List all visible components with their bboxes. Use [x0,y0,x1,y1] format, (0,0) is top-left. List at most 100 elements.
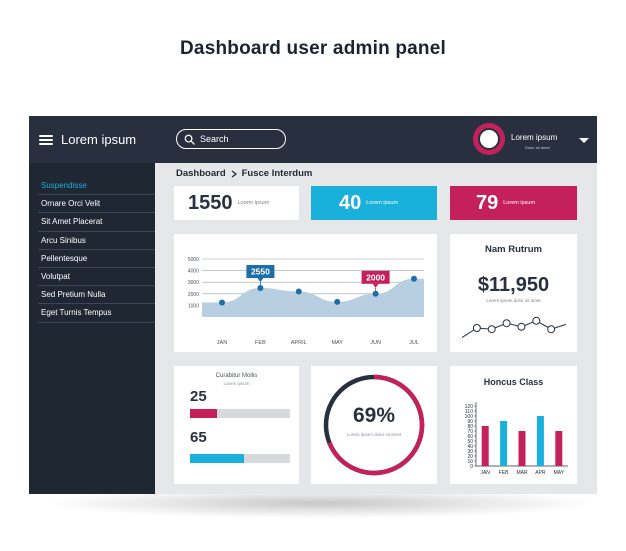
x-tick-label: FEB [499,470,509,476]
x-tick-label: APRIL [291,340,307,346]
sparkline-point [517,322,526,331]
area-chart-card: 1000 2000 3000 4000 5000 JAN FEB APRIL MAY JUN JUL… [174,234,437,352]
y-tick-label: 1000 [188,303,199,309]
y-tick-label: 0 [470,464,473,470]
bar-chart-title: Honcus Class [483,377,544,387]
sparkline-chart [461,316,567,339]
dashboard-window: Lorem ipsum Search Lorem ipsum Dolor sit… [29,116,597,494]
sidebar-item[interactable]: Pellentesque [38,250,155,268]
brand: Lorem ipsum [29,116,155,163]
data-point[interactable] [411,275,417,282]
stat-card-2[interactable]: 40 Lorem ipsum [311,186,437,220]
callout-label: 2000 [366,272,385,282]
breadcrumb-root[interactable]: Dashboard [176,168,226,179]
stat-card-3[interactable]: 79 Lorem ipsum [450,186,577,220]
revenue-title: Nam Rutrum [484,244,542,255]
area-series [202,278,424,317]
sidebar-item[interactable]: Arcu Sinibus [38,232,155,250]
x-tick-label: JUN [370,340,381,346]
bar[interactable] [500,421,508,466]
callout-box [246,265,275,278]
stat-value: 40 [339,191,362,214]
user-menu[interactable]: Lorem ipsum Dolor sit amet [473,123,593,157]
sparkline-point [532,316,541,325]
data-point[interactable] [257,285,264,291]
progress-title: Curabitur Mollis [215,373,258,379]
callout-pointer [257,278,264,282]
callout-label: 2550 [251,267,270,277]
sidebar-item[interactable]: Eget Turnis Tempus [38,304,155,323]
donut-arc [327,374,425,476]
search-icon [184,134,195,145]
y-tick-label: 100 [465,414,474,420]
user-name: Lorem ipsum [511,133,558,142]
y-tick-label: 10 [467,459,473,465]
y-tick-label: 3000 [188,280,199,286]
stat-value: 79 [476,191,499,214]
y-tick-label: 30 [467,449,473,455]
search-input[interactable]: Search [176,129,286,149]
data-point[interactable] [334,298,341,305]
sidebar-item[interactable]: Sit Amet Placerat [38,213,155,232]
progress-value-1: 25 [190,388,207,405]
data-point[interactable] [295,288,302,295]
y-tick-label: 20 [467,454,473,460]
sidebar: Suspendisse Ornare Orci Velit Sit Amet Pla… [29,163,155,494]
progress-subtitle: Lorem ipsum [223,381,250,386]
x-tick-label: JAN [217,340,227,346]
y-tick-label: 60 [467,434,473,440]
bar[interactable] [555,431,563,466]
revenue-card: Nam Rutrum $11,950 Lorem ipsum dolor sit… [450,234,577,352]
y-tick-label: 120 [465,404,474,410]
donut-chart [323,374,425,476]
data-point[interactable] [219,299,225,306]
progress-card: Curabitur Mollis Lorem ipsum 25 65 [174,366,299,484]
sidebar-item[interactable]: Suspendisse [38,177,155,196]
hamburger-icon[interactable] [39,134,53,145]
x-tick-label: MAR [516,470,528,476]
bar[interactable] [518,431,526,466]
breadcrumb: Dashboard Fusce Interdum [176,168,312,179]
y-tick-label: 2000 [188,292,199,298]
caret-down-icon[interactable] [579,138,589,143]
revenue-subtitle: Lorem ipsum dolor sit amet [486,298,541,303]
donut-subtitle: Lorem ipsum dolor sit amet [346,432,402,437]
search-placeholder: Search [200,134,229,144]
x-tick-label: APR [535,470,546,476]
x-tick-label: JAN [480,470,490,476]
data-point[interactable] [372,290,379,297]
y-tick-label: 80 [467,424,473,430]
stat-label: Lorem ipsum [503,200,536,206]
sidebar-item[interactable]: Ornare Orci Velit [38,195,155,214]
progress-fill-2 [190,454,244,463]
y-tick-label: 5000 [188,257,199,263]
y-tick-label: 70 [467,429,473,435]
progress-bar-2 [190,454,290,463]
stat-card-1[interactable]: 1550 Lorem ipsum [174,186,299,220]
donut-card: 69% Lorem ipsum dolor sit amet [311,366,437,484]
progress-bar-1 [190,409,290,418]
bar-chart-card: Honcus Class 0 10 20 30 40 50 60 70 80 90 100 110 12… [450,366,577,484]
bar[interactable] [536,416,544,466]
y-tick-label: 90 [467,419,473,425]
sidebar-menu: Suspendisse Ornare Orci Velit Sit Amet Pla… [38,177,155,323]
avatar[interactable] [473,123,505,155]
sparkline-point [487,325,496,334]
sparkline-point [502,319,511,328]
sidebar-item[interactable]: Volutpat [38,268,155,287]
x-tick-label: MAY [331,340,343,346]
revenue-value: $11,950 [477,274,550,296]
bar[interactable] [481,426,489,466]
stat-value: 1550 [188,191,233,214]
y-tick-label: 110 [465,409,473,415]
sidebar-item[interactable]: Sed Pretium Nulla [38,286,155,305]
y-tick-label: 50 [467,439,473,445]
chevron-right-icon [231,169,237,178]
brand-label: Lorem ipsum [61,132,137,147]
user-subtitle: Dolor sit amet [525,145,550,150]
top-bar: Lorem ipsum Search Lorem ipsum Dolor sit… [29,116,597,163]
callout-box [361,270,390,284]
x-tick-label: JUL [409,340,419,346]
y-tick-label: 4000 [188,269,199,275]
